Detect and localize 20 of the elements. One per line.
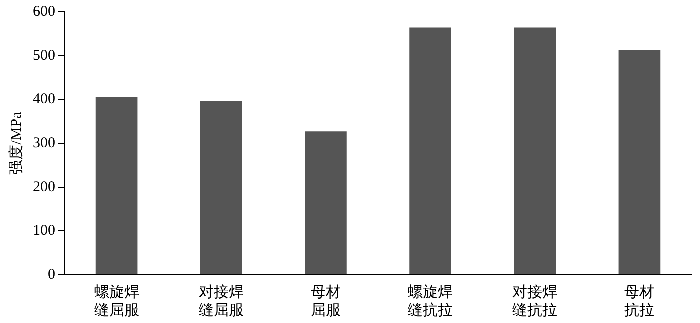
bar <box>410 28 452 274</box>
y-tick-label: 300 <box>33 135 56 152</box>
x-tick-label: 对接焊缝屈服 <box>198 284 244 319</box>
y-axis-title: 强度/MPa <box>8 112 25 175</box>
x-tick-label: 螺旋焊缝屈服 <box>94 284 140 319</box>
bar <box>305 132 347 274</box>
x-tick-label: 螺旋焊缝抗拉 <box>408 284 454 319</box>
y-tick-label: 200 <box>33 179 56 196</box>
bar <box>618 50 661 274</box>
x-tick-label: 母材屈服 <box>310 284 341 319</box>
y-tick-label: 600 <box>33 4 56 20</box>
x-tick-label: 对接焊缝抗拉 <box>512 284 558 319</box>
y-tick-label: 500 <box>33 48 56 64</box>
bar <box>514 28 556 274</box>
bar <box>200 100 242 274</box>
y-tick-label: 100 <box>33 223 56 240</box>
bar <box>96 97 138 274</box>
y-tick-label: 400 <box>33 92 56 108</box>
x-tick-label: 母材抗拉 <box>624 284 655 319</box>
y-tick-label: 0 <box>48 266 56 283</box>
